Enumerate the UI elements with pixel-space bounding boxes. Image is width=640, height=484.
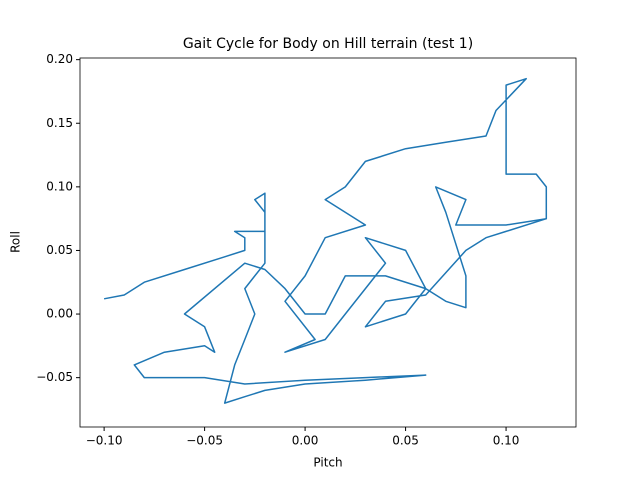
x-tick-label: 0.10 xyxy=(493,434,520,448)
data-line xyxy=(103,77,548,404)
x-tick-label: 0.05 xyxy=(392,434,419,448)
axes-frame xyxy=(79,57,577,428)
y-tick-label: 0.15 xyxy=(46,116,73,130)
y-tick-label: 0.10 xyxy=(46,179,73,193)
y-tick-label: 0.05 xyxy=(46,243,73,257)
x-tick-label: 0.00 xyxy=(292,434,319,448)
x-axis-label: Pitch xyxy=(313,456,342,470)
chart-title: Gait Cycle for Body on Hill terrain (tes… xyxy=(183,36,473,52)
x-tick-label: −0.10 xyxy=(86,434,123,448)
y-axis-label: Roll xyxy=(9,231,23,253)
x-tick-label: −0.05 xyxy=(186,434,223,448)
y-tick-label: 0.00 xyxy=(46,307,73,321)
y-tick-label: −0.05 xyxy=(36,370,73,384)
y-tick-label: 0.20 xyxy=(46,52,73,66)
